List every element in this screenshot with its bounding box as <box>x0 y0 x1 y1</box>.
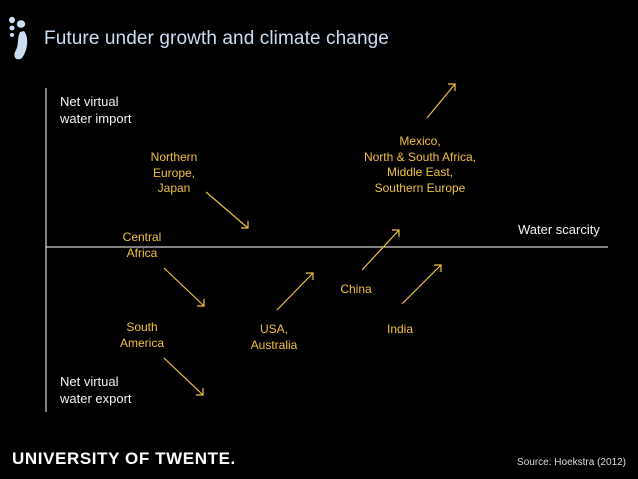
arrow-china <box>361 229 400 271</box>
label-usa-australia: USA, Australia <box>250 322 298 352</box>
y-axis-top-label: Net virtual water import <box>60 94 132 126</box>
x-axis-label: Water scarcity <box>518 222 600 237</box>
arrow-south-america <box>163 357 204 396</box>
arrow-northern-europe <box>205 191 249 229</box>
arrow-central-africa <box>163 267 205 307</box>
label-central-africa: Central Africa <box>122 230 162 260</box>
label-india: India <box>386 322 414 336</box>
university-logo: UNIVERSITY OF TWENTE. <box>12 449 236 468</box>
source-citation: Source: Hoekstra (2012) <box>517 457 626 468</box>
label-south-america: South America <box>119 320 164 350</box>
arrow-usa-australia <box>276 272 314 311</box>
y-axis-bottom-label: Net virtual water export <box>60 374 132 406</box>
arrow-mexico-group <box>426 83 456 119</box>
label-northern-europe-japan: Northern Europe, Japan <box>150 150 198 195</box>
slide-title: Future under growth and climate change <box>44 28 389 49</box>
label-mexico-group: Mexico, North & South Africa, Middle Eas… <box>363 134 477 195</box>
arrow-india <box>401 264 442 305</box>
label-china: China <box>340 282 372 296</box>
